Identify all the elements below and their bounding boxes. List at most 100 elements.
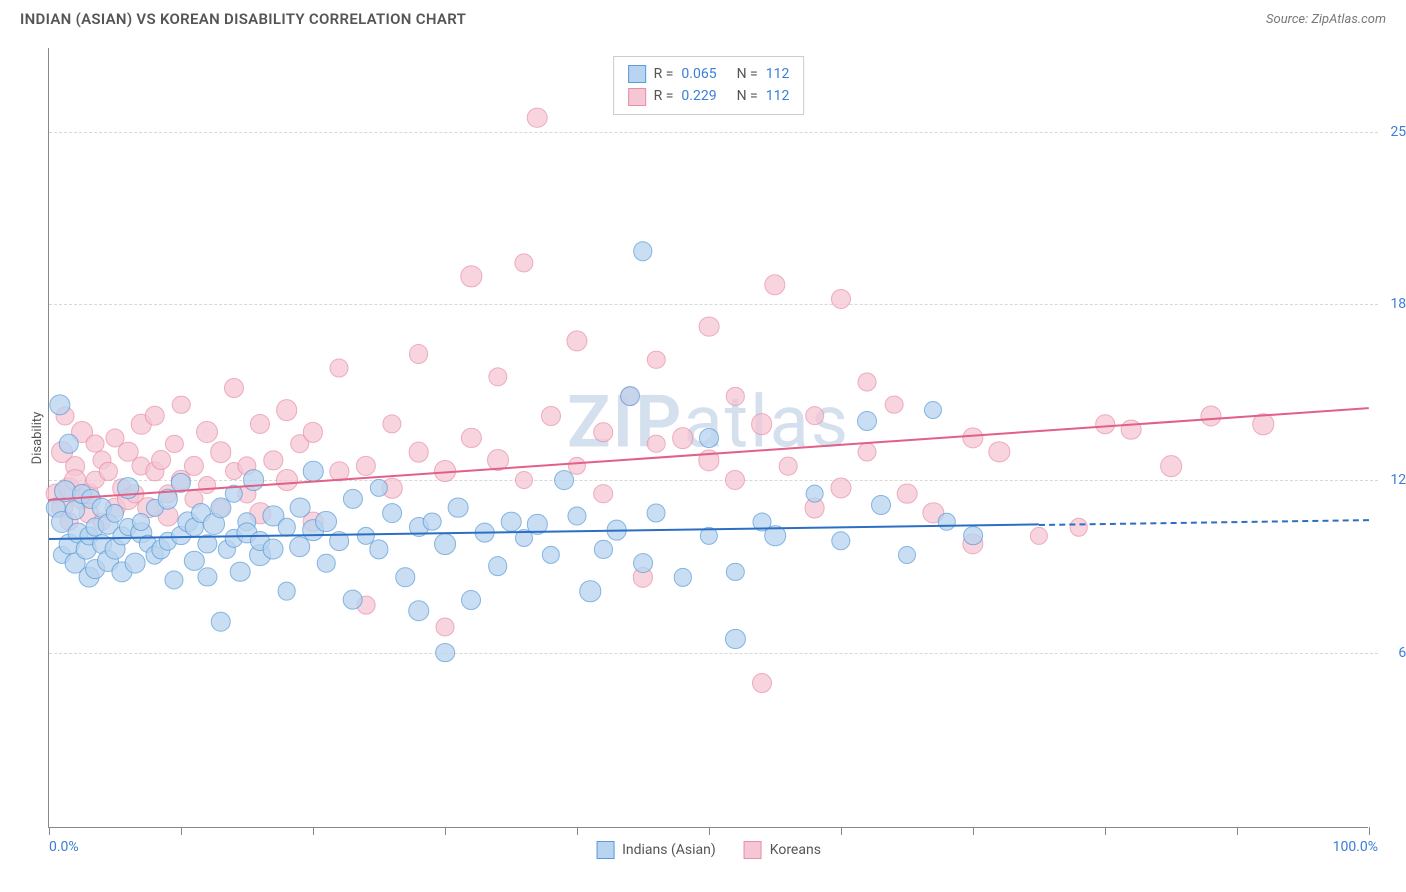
dot-indian	[303, 461, 324, 482]
dot-korean	[527, 107, 548, 128]
dot-indian	[488, 556, 508, 576]
x-tick	[709, 827, 710, 835]
dot-indian	[871, 495, 891, 515]
x-tick	[445, 827, 446, 835]
dot-korean	[356, 456, 376, 476]
grid-line	[49, 132, 1378, 133]
dot-korean	[515, 471, 533, 489]
legend-series: Indians (Asian) Koreans	[596, 841, 821, 859]
dot-korean	[805, 406, 825, 426]
dot-indian	[937, 512, 955, 530]
dot-indian	[165, 571, 184, 590]
dot-korean	[594, 484, 614, 504]
dot-korean	[751, 413, 773, 435]
legend-swatch	[628, 88, 646, 106]
dot-korean	[264, 451, 283, 470]
dot-indian	[369, 540, 388, 559]
x-tick	[577, 827, 578, 835]
swatch-indian	[596, 841, 614, 859]
dot-indian	[831, 531, 850, 550]
dot-korean	[224, 378, 244, 398]
dot-indian	[594, 540, 612, 558]
dot-indian	[726, 563, 744, 581]
dot-indian	[198, 568, 217, 587]
dot-korean	[461, 266, 482, 287]
dot-korean	[198, 476, 216, 494]
dot-korean	[566, 330, 587, 351]
dot-indian	[633, 242, 652, 261]
y-tick-label: 6.3%	[1373, 645, 1406, 661]
dot-indian	[501, 511, 522, 532]
dot-korean	[1030, 526, 1048, 544]
x-tick	[1369, 827, 1370, 835]
dot-korean	[962, 427, 983, 448]
dot-korean	[151, 450, 171, 470]
chart-area: Disability ZIPatlas 6.3%12.5%18.8%25.0% …	[48, 48, 1368, 828]
source-attribution: Source: ZipAtlas.com	[1266, 12, 1386, 27]
dot-korean	[699, 316, 720, 337]
dot-korean	[99, 462, 117, 480]
dot-korean	[858, 373, 877, 392]
y-tick-label: 25.0%	[1373, 124, 1406, 140]
y-tick-label: 12.5%	[1373, 472, 1406, 488]
dot-korean	[408, 442, 429, 463]
dot-korean	[488, 367, 507, 386]
dot-indian	[435, 643, 455, 663]
dot-indian	[541, 546, 559, 564]
dot-indian	[243, 469, 265, 491]
x-tick	[313, 827, 314, 835]
dot-korean	[541, 406, 561, 426]
plot-area: 6.3%12.5%18.8%25.0%	[49, 48, 1368, 827]
dot-indian	[579, 580, 600, 601]
dot-korean	[594, 423, 614, 443]
dot-indian	[647, 504, 666, 523]
legend-swatch	[628, 65, 646, 83]
dot-indian	[315, 511, 337, 533]
dot-indian	[132, 513, 150, 531]
dot-korean	[276, 399, 298, 421]
dot-indian	[725, 629, 745, 649]
dot-indian	[408, 600, 430, 622]
dot-korean	[172, 395, 191, 414]
dot-korean	[884, 395, 903, 414]
dot-korean	[1160, 455, 1182, 477]
dot-korean	[461, 428, 481, 448]
dot-korean	[383, 414, 402, 433]
y-tick-label: 18.8%	[1373, 296, 1406, 312]
dot-indian	[461, 590, 481, 610]
dot-indian	[210, 612, 231, 633]
chart-title: INDIAN (ASIAN) VS KOREAN DISABILITY CORR…	[20, 10, 466, 28]
dot-korean	[436, 618, 455, 637]
dot-korean	[1069, 518, 1088, 537]
dot-indian	[59, 433, 79, 453]
dot-korean	[831, 289, 851, 309]
x-max-label: 100.0%	[1333, 839, 1378, 855]
y-axis-title: Disability	[30, 411, 45, 464]
dot-indian	[124, 553, 145, 574]
dot-indian	[620, 386, 640, 406]
dot-korean	[989, 441, 1010, 462]
dot-indian	[277, 582, 296, 601]
dot-korean	[752, 673, 772, 693]
dot-korean	[672, 427, 694, 449]
dot-indian	[434, 533, 456, 555]
x-tick	[1237, 827, 1238, 835]
x-tick	[49, 827, 50, 835]
dot-korean	[1200, 405, 1221, 426]
x-tick	[181, 827, 182, 835]
dot-korean	[647, 434, 666, 453]
swatch-korean	[744, 841, 762, 859]
grid-line	[49, 653, 1378, 654]
dot-indian	[289, 497, 310, 518]
dot-indian	[422, 512, 441, 531]
dot-korean	[276, 469, 298, 491]
dot-korean	[830, 478, 851, 499]
dot-indian	[898, 546, 916, 564]
dot-korean	[764, 274, 785, 295]
dot-korean	[330, 359, 349, 378]
dot-korean	[196, 421, 218, 443]
dot-indian	[805, 484, 824, 503]
dot-indian	[699, 428, 719, 448]
x-tick	[1105, 827, 1106, 835]
trend-indian-dashed	[1039, 519, 1369, 526]
